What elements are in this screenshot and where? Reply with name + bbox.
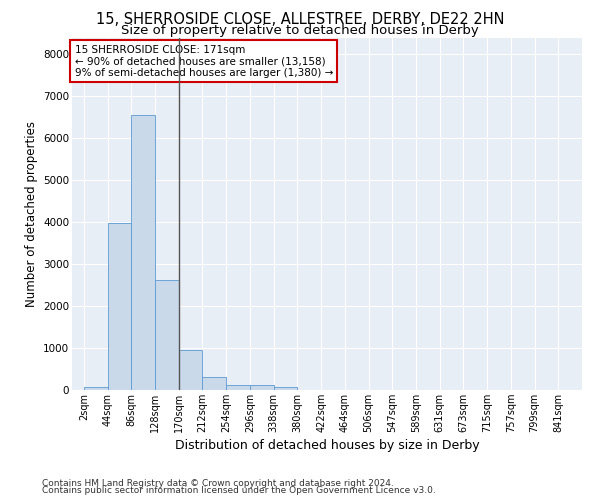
Text: 15, SHERROSIDE CLOSE, ALLESTREE, DERBY, DE22 2HN: 15, SHERROSIDE CLOSE, ALLESTREE, DERBY, … — [96, 12, 504, 28]
X-axis label: Distribution of detached houses by size in Derby: Distribution of detached houses by size … — [175, 439, 479, 452]
Bar — [155, 280, 179, 390]
Bar — [274, 386, 298, 390]
Text: Size of property relative to detached houses in Derby: Size of property relative to detached ho… — [121, 24, 479, 37]
Bar — [250, 386, 274, 390]
Bar — [84, 386, 107, 390]
Bar — [131, 115, 155, 390]
Bar — [107, 223, 131, 390]
Text: Contains public sector information licensed under the Open Government Licence v3: Contains public sector information licen… — [42, 486, 436, 495]
Text: 15 SHERROSIDE CLOSE: 171sqm
← 90% of detached houses are smaller (13,158)
9% of : 15 SHERROSIDE CLOSE: 171sqm ← 90% of det… — [74, 44, 333, 78]
Text: Contains HM Land Registry data © Crown copyright and database right 2024.: Contains HM Land Registry data © Crown c… — [42, 478, 394, 488]
Y-axis label: Number of detached properties: Number of detached properties — [25, 120, 38, 306]
Bar — [179, 350, 202, 390]
Bar — [202, 377, 226, 390]
Bar — [226, 384, 250, 390]
